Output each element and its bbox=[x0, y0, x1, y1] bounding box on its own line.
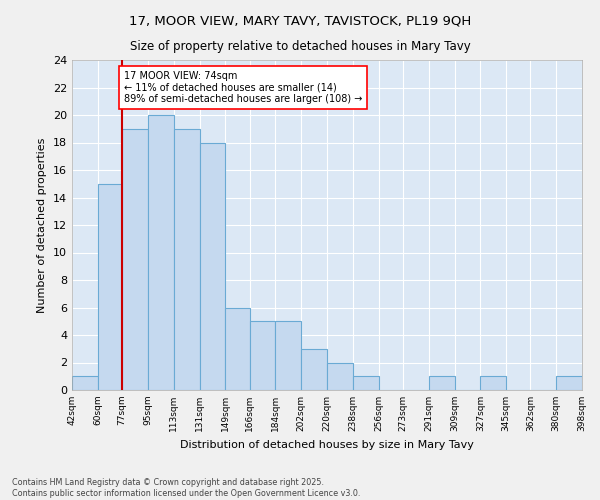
Bar bbox=[327, 362, 353, 390]
Text: Contains HM Land Registry data © Crown copyright and database right 2025.
Contai: Contains HM Land Registry data © Crown c… bbox=[12, 478, 361, 498]
Bar bbox=[250, 322, 275, 390]
Bar bbox=[275, 322, 301, 390]
Bar bbox=[225, 308, 250, 390]
Bar bbox=[480, 376, 506, 390]
Text: 17 MOOR VIEW: 74sqm
← 11% of detached houses are smaller (14)
89% of semi-detach: 17 MOOR VIEW: 74sqm ← 11% of detached ho… bbox=[124, 71, 362, 104]
Bar bbox=[148, 115, 174, 390]
Bar bbox=[353, 376, 379, 390]
Bar bbox=[122, 128, 148, 390]
Bar bbox=[72, 376, 98, 390]
Bar bbox=[200, 142, 225, 390]
Bar bbox=[98, 184, 122, 390]
Text: 17, MOOR VIEW, MARY TAVY, TAVISTOCK, PL19 9QH: 17, MOOR VIEW, MARY TAVY, TAVISTOCK, PL1… bbox=[129, 15, 471, 28]
Text: Size of property relative to detached houses in Mary Tavy: Size of property relative to detached ho… bbox=[130, 40, 470, 53]
Bar bbox=[556, 376, 582, 390]
Bar bbox=[174, 128, 200, 390]
X-axis label: Distribution of detached houses by size in Mary Tavy: Distribution of detached houses by size … bbox=[180, 440, 474, 450]
Bar bbox=[429, 376, 455, 390]
Y-axis label: Number of detached properties: Number of detached properties bbox=[37, 138, 47, 312]
Bar bbox=[301, 349, 327, 390]
